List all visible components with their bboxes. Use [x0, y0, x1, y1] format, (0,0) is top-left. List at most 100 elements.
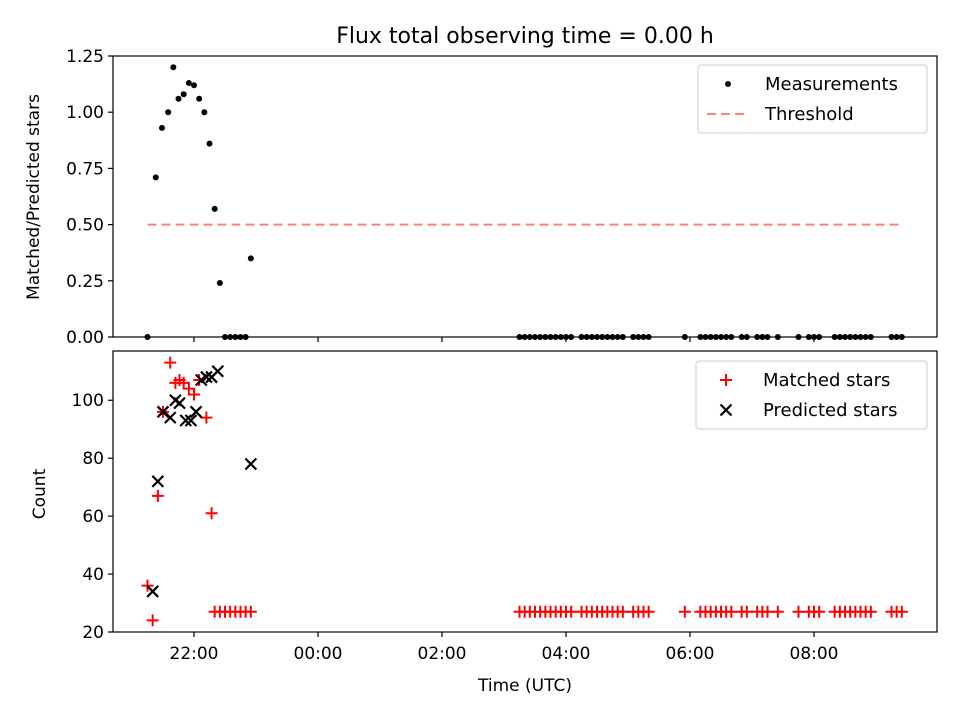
measurement-point	[847, 334, 854, 340]
legend-matched-glyph	[720, 374, 732, 386]
measurement-point	[196, 95, 203, 102]
predicted-star-point	[200, 370, 213, 384]
predicted-star-point	[189, 405, 203, 419]
measurement-point	[144, 334, 151, 340]
legend-predicted-marker	[719, 403, 733, 417]
bottom-ylabel: Count	[30, 468, 50, 519]
predicted-star-point	[151, 475, 165, 488]
figure-title: Flux total observing time = 0.00 h	[336, 24, 714, 49]
top-legend-box	[697, 64, 928, 134]
predicted-star-point	[211, 365, 225, 378]
predicted-stars-series	[146, 365, 258, 598]
bottom-ytick-label: 40	[82, 565, 104, 585]
predicted-star-point	[179, 414, 193, 427]
legend-predicted-glyph	[719, 403, 733, 417]
measurement-point	[222, 334, 228, 340]
measurement-point	[557, 334, 564, 340]
measurement-point	[232, 334, 239, 340]
bottom-xlabel: Time (UTC)	[477, 676, 572, 696]
measurement-point	[681, 334, 688, 340]
matched-star-point	[200, 411, 213, 424]
measurements-series	[144, 64, 905, 340]
matched-star-point	[565, 605, 578, 618]
matched-star-point	[725, 605, 738, 618]
measurement-point	[242, 334, 249, 340]
measurement-point	[568, 334, 575, 340]
measurement-point	[526, 334, 533, 340]
measurement-point	[237, 334, 244, 340]
matched-star-point	[205, 507, 218, 520]
measurement-point	[836, 334, 843, 340]
measurement-point	[774, 334, 781, 340]
measurement-point	[702, 334, 709, 340]
bottom-xtick-label: 08:00	[790, 644, 839, 664]
top-ytick-label: 1.00	[66, 103, 104, 123]
legend-measurements-marker	[725, 81, 731, 87]
measurement-point	[532, 334, 538, 340]
matched-star-point	[642, 605, 655, 618]
measurement-point	[795, 334, 802, 340]
measurement-point	[867, 334, 874, 340]
measurement-point	[578, 334, 585, 340]
predicted-star-point	[173, 396, 186, 410]
matched-stars-series	[141, 356, 908, 627]
measurement-point	[723, 334, 730, 340]
measurement-point	[165, 109, 172, 116]
bottom-xtick-label: 00:00	[294, 644, 343, 664]
matched-star-point	[244, 605, 257, 618]
measurement-point	[185, 79, 192, 86]
measurement-point	[614, 334, 621, 340]
measurement-point	[542, 334, 549, 340]
measurement-point	[227, 334, 234, 340]
bottom-legend-box	[695, 360, 928, 430]
measurement-point	[893, 334, 900, 340]
measurement-point	[764, 334, 771, 340]
matched-star-point	[864, 605, 877, 618]
measurement-point	[191, 82, 197, 89]
predicted-star-point	[184, 414, 198, 427]
measurement-point	[805, 334, 812, 340]
bottom-ytick-label: 80	[82, 449, 104, 469]
matched-star-point	[740, 605, 753, 618]
measurement-point	[599, 334, 606, 340]
matched-star-point	[188, 388, 200, 401]
measurement-point	[888, 334, 895, 340]
measurement-point	[697, 334, 704, 340]
measurement-point	[635, 334, 642, 340]
matched-star-point	[895, 605, 908, 618]
top-axis-ticks: 0.00 0.25 0.50 0.75 1.00 1.25	[66, 47, 815, 348]
matched-star-point	[771, 605, 784, 618]
legend-predicted-label: Predicted stars	[763, 400, 897, 421]
top-ytick-label: 0.75	[66, 159, 104, 179]
measurement-point	[898, 334, 905, 340]
measurement-point	[175, 95, 182, 102]
measurement-point	[831, 334, 838, 340]
measurement-point	[537, 334, 544, 340]
measurement-point	[816, 334, 823, 340]
bottom-xtick-label: 04:00	[542, 644, 591, 664]
top-ytick-label: 0.50	[66, 216, 104, 236]
matched-star-point	[182, 382, 195, 395]
measurement-point	[521, 334, 528, 340]
measurement-point	[152, 174, 159, 181]
predicted-star-point	[163, 411, 177, 424]
measurement-point	[811, 334, 817, 340]
matched-star-point	[792, 605, 805, 618]
bottom-panel: 20 40 60 80 100 22:00 00:00 02:00 04:00 06:00 08:0…	[30, 350, 938, 696]
measurement-point	[754, 334, 761, 340]
predicted-star-point	[146, 585, 159, 598]
bottom-ytick-label: 100	[72, 391, 104, 411]
measurement-point	[158, 124, 165, 131]
measurement-point	[738, 334, 745, 340]
top-ytick-label: 0.25	[66, 272, 104, 292]
measurement-point	[609, 334, 616, 340]
measurement-point	[516, 334, 523, 340]
measurement-point	[563, 334, 569, 340]
bottom-ytick-label: 20	[82, 623, 104, 643]
measurement-point	[743, 334, 750, 340]
measurement-point	[712, 334, 719, 340]
top-panel: 0.00 0.25 0.50 0.75 1.00 1.25 Matched/Predict…	[24, 47, 938, 348]
predicted-star-point	[244, 457, 258, 471]
measurement-point	[594, 334, 600, 340]
measurement-point	[211, 205, 218, 212]
